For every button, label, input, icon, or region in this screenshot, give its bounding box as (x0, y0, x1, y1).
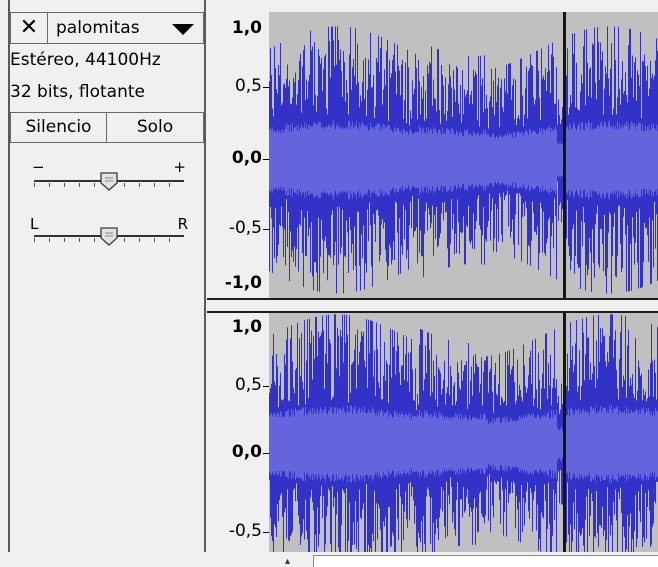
pan-right-label: R (177, 215, 188, 233)
panel-right-border (204, 0, 206, 552)
track-bits-info: 32 bits, flotante (10, 82, 145, 102)
waveform-right-channel[interactable] (269, 313, 658, 552)
gain-minus-label: − (32, 158, 45, 176)
collapse-arrow-icon[interactable]: ▴ (285, 556, 291, 567)
ruler-label-minus-half: -0,5 (228, 218, 262, 238)
separator-line (207, 311, 658, 313)
gain-slider[interactable]: − + (30, 158, 188, 204)
ruler-tick (263, 159, 269, 160)
ruler-tick (263, 453, 269, 454)
separator-line (207, 298, 658, 300)
amplitude-ruler-right-channel: 1,0 0,5 0,0 -0,5 (207, 300, 269, 552)
track-control-panel: ✕ palomitas Estéreo, 44100Hz 32 bits, fl… (0, 0, 207, 552)
channel-separator (207, 300, 658, 311)
pan-slider-thumb[interactable] (98, 225, 120, 247)
amplitude-ruler-left-channel: 1,0 0,5 0,0 -0,5 -1,0 (207, 0, 269, 300)
ruler-tick (263, 229, 269, 230)
pan-left-label: L (30, 215, 39, 233)
gain-slider-thumb[interactable] (98, 170, 120, 192)
track-name: palomitas (56, 18, 140, 38)
waveform-left-channel[interactable] (269, 12, 658, 298)
ruler-label-max: 1,0 (231, 18, 262, 38)
pan-slider[interactable]: L R (30, 215, 188, 259)
waveform-rms (269, 405, 658, 483)
ruler-label-zero: 0,0 (231, 442, 262, 462)
close-track-button[interactable]: ✕ (10, 12, 48, 44)
ruler-label-max: 1,0 (231, 317, 262, 337)
track-name-menu[interactable]: palomitas (48, 12, 204, 44)
ruler-label-plus-half: 0,5 (234, 375, 262, 395)
ruler-label-min: -1,0 (224, 273, 262, 293)
waveform-rms (269, 120, 658, 200)
panel-left-border (8, 0, 10, 552)
waveform-left-svg (269, 26, 658, 294)
playback-cursor (563, 12, 566, 298)
mute-button[interactable]: Silencio (10, 112, 107, 143)
horizontal-scrollbar-area: ▴ (0, 552, 658, 567)
ruler-tick (263, 386, 269, 387)
gain-plus-label: + (173, 158, 186, 176)
waveform-right-svg (269, 314, 658, 552)
ruler-label-plus-half: 0,5 (234, 76, 262, 96)
playback-cursor (563, 313, 566, 552)
ruler-tick (263, 87, 269, 88)
ruler-tick (263, 532, 269, 533)
ruler-label-minus-half: -0,5 (228, 521, 262, 541)
track-format-info: Estéreo, 44100Hz (10, 50, 161, 70)
close-icon: ✕ (19, 15, 39, 40)
solo-button[interactable]: Solo (106, 112, 204, 143)
ruler-label-zero: 0,0 (231, 148, 262, 168)
track-title-bar: ✕ palomitas (10, 12, 204, 44)
triangle-down-icon (172, 24, 194, 35)
mute-solo-row: Silencio Solo (10, 112, 204, 143)
horizontal-scrollbar[interactable] (313, 555, 658, 567)
